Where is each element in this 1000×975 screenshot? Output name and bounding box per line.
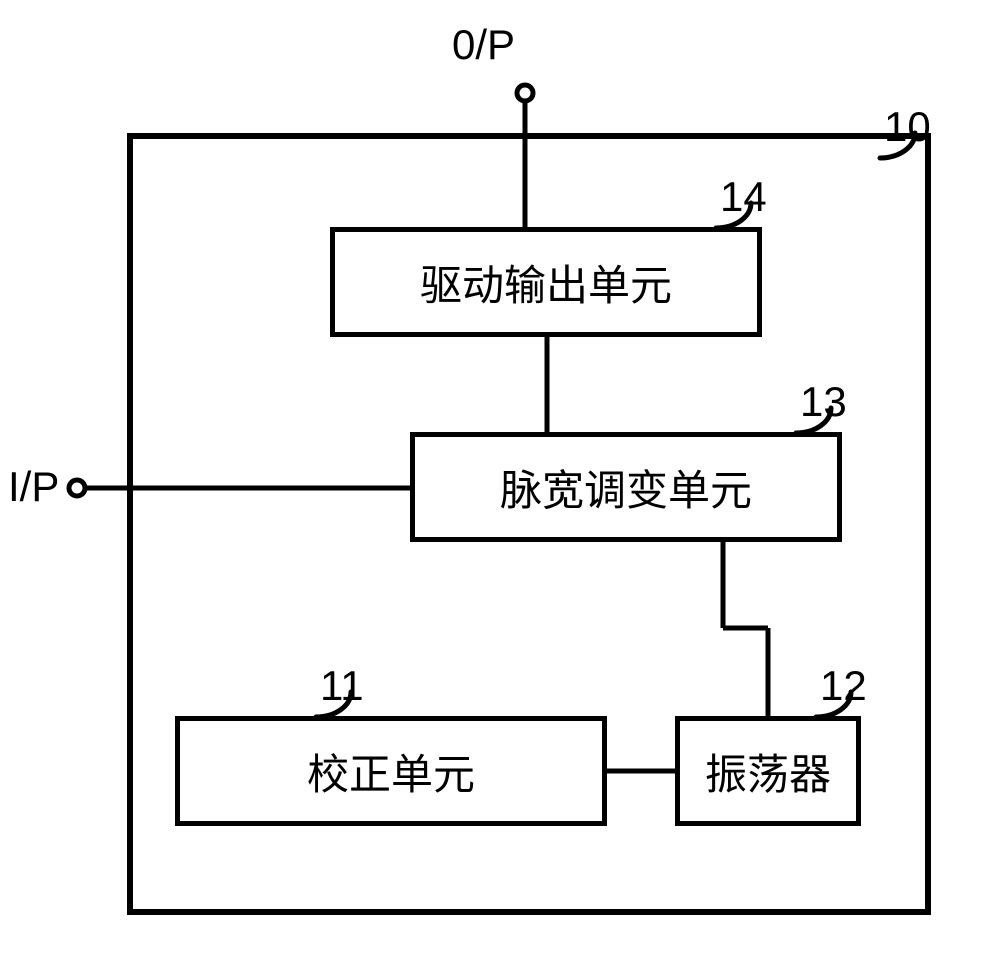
drive-output-block: 驱动输出单元 (330, 227, 762, 337)
diagram-canvas: 驱动输出单元 脉宽调变单元 校正单元 振荡器 0/P I/P 10 14 13 … (0, 0, 1000, 975)
oscillator-label: 振荡器 (705, 741, 831, 802)
correction-block: 校正单元 (175, 716, 607, 826)
ref-12: 12 (820, 665, 867, 707)
output-port-label: 0/P (452, 24, 515, 66)
oscillator-block: 振荡器 (675, 716, 861, 826)
ref-10: 10 (884, 106, 931, 148)
correction-label: 校正单元 (307, 741, 475, 802)
ref-13: 13 (800, 381, 847, 423)
ref-11: 11 (320, 665, 364, 707)
pwm-block: 脉宽调变单元 (410, 432, 842, 542)
ref-14: 14 (720, 176, 767, 218)
input-port-label: I/P (8, 466, 59, 508)
drive-output-label: 驱动输出单元 (420, 252, 672, 313)
pwm-label: 脉宽调变单元 (500, 457, 752, 518)
